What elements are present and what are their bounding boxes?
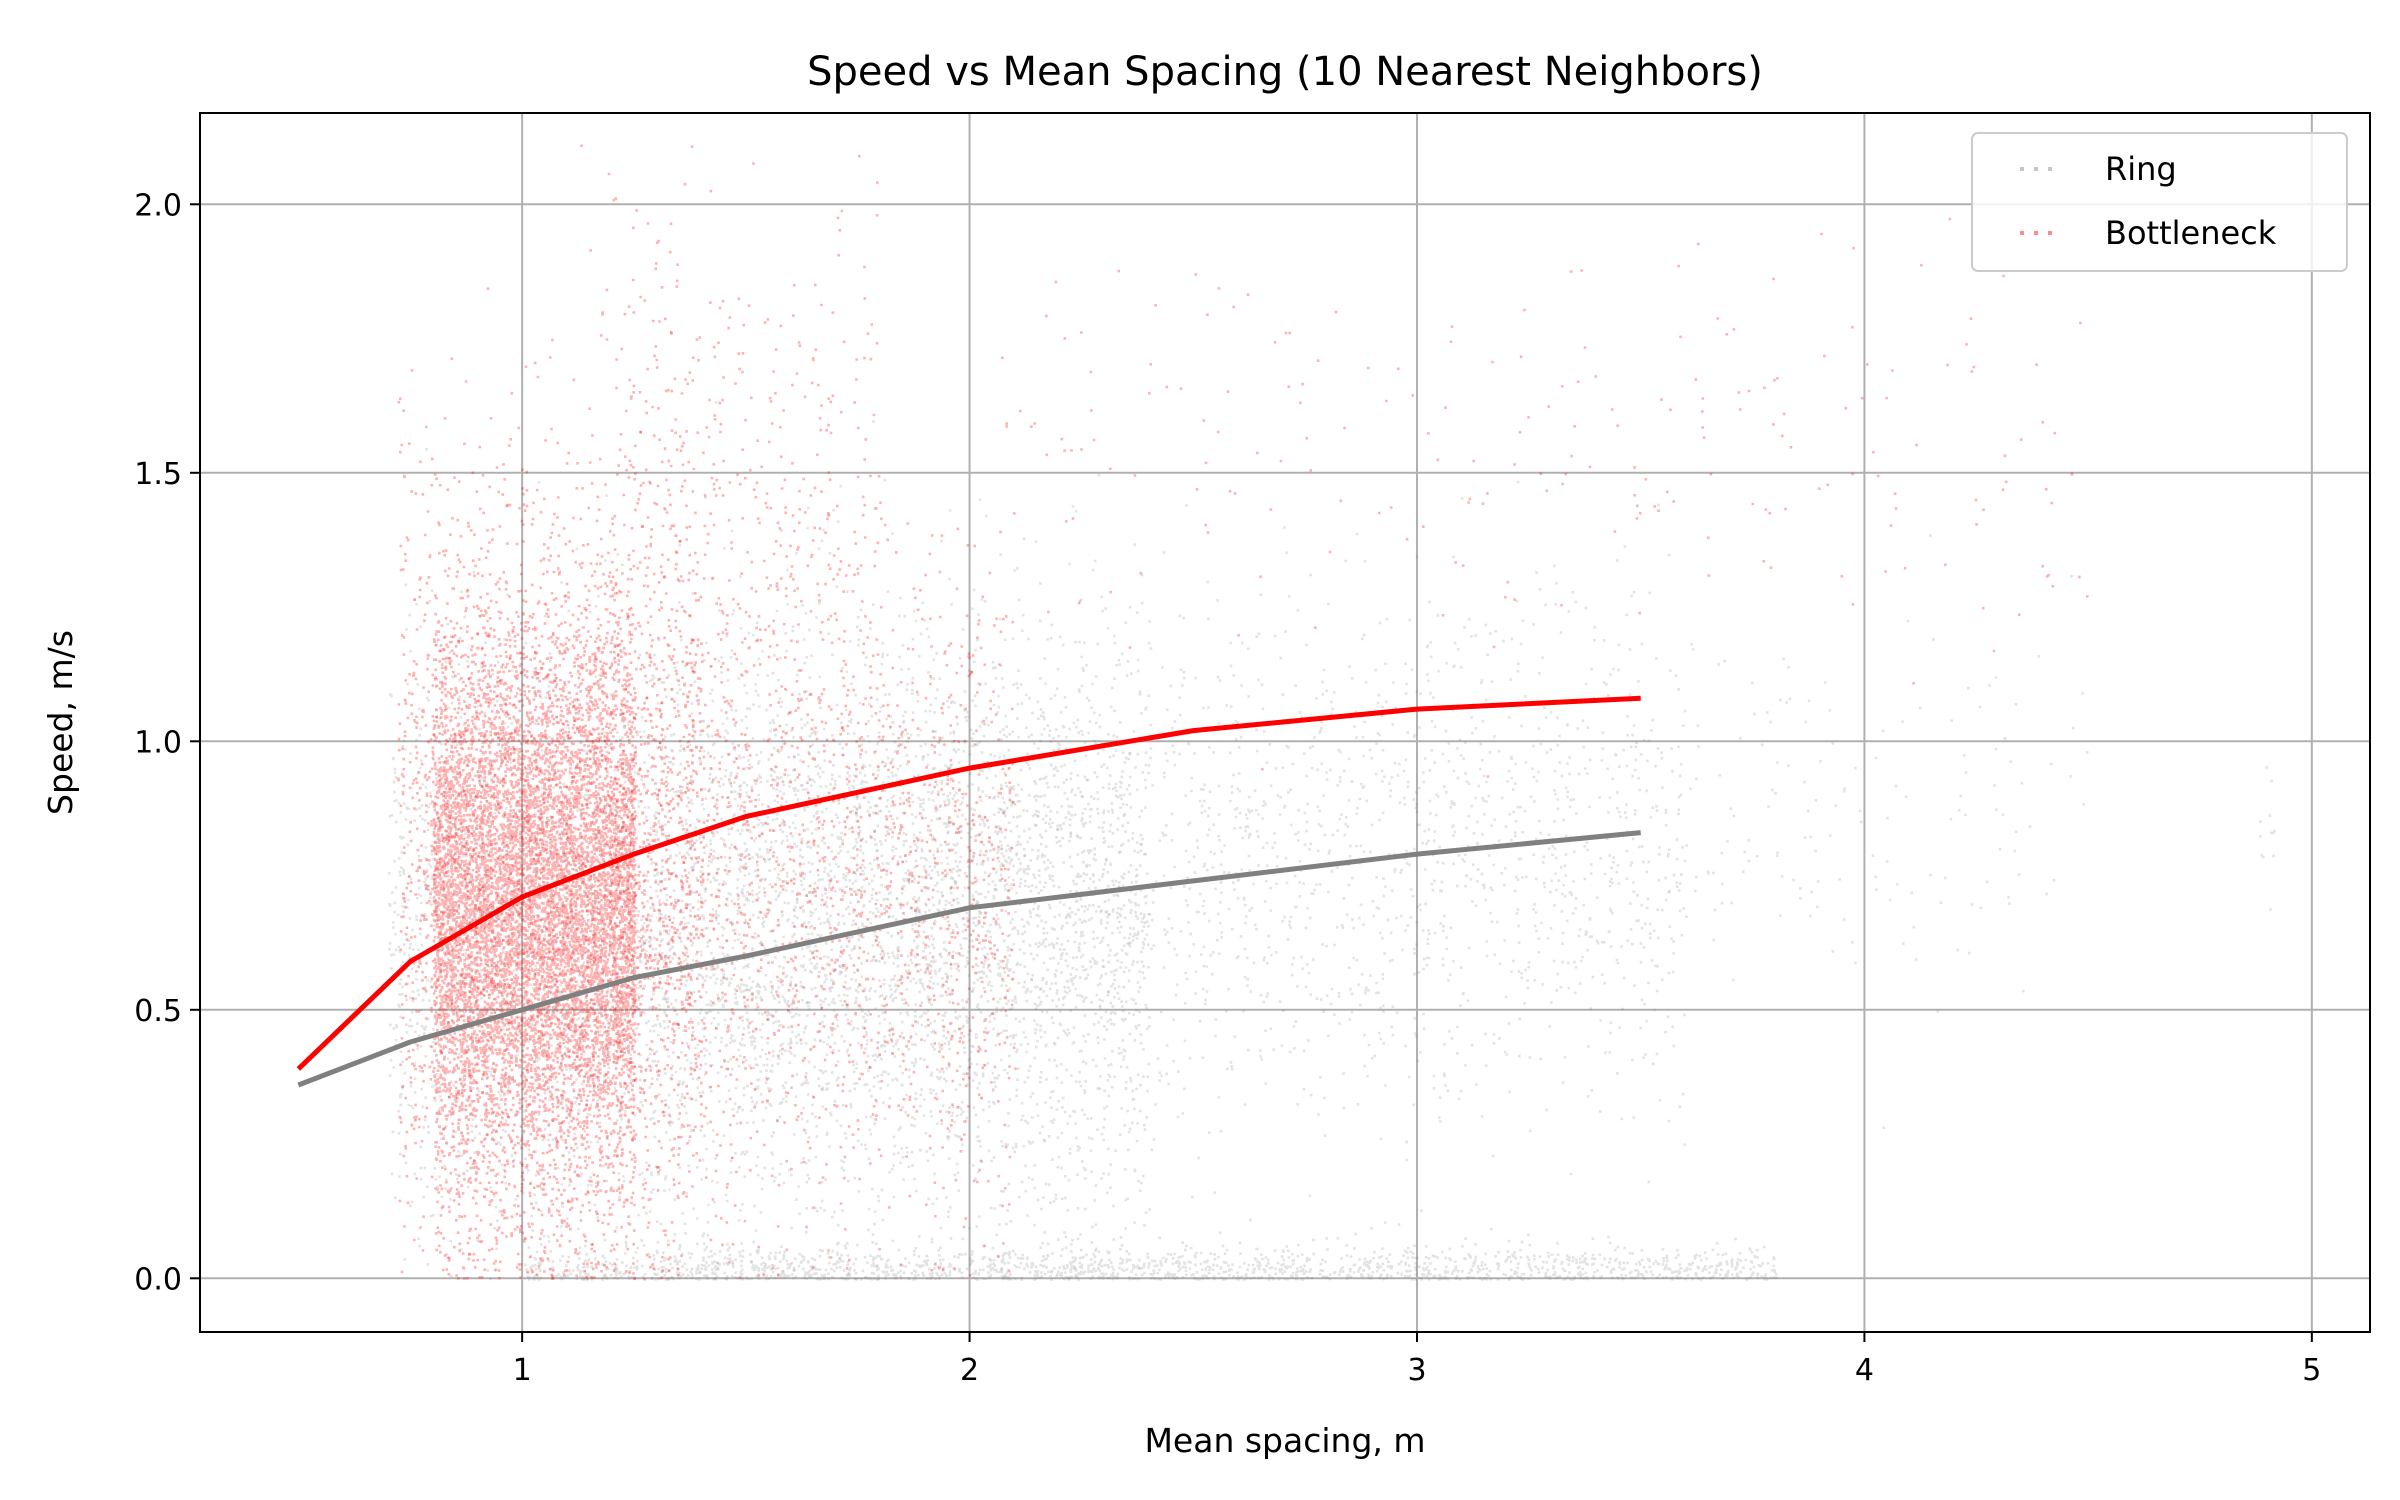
legend-label-bottleneck: Bottleneck <box>2105 214 2277 252</box>
fit-lines <box>296 695 1641 1088</box>
y-tick-label-1: 0.5 <box>134 994 182 1029</box>
legend-label-ring: Ring <box>2105 150 2177 188</box>
x-tick-label-0: 1 <box>513 1353 532 1388</box>
fit-line-bottleneck <box>296 695 1641 1071</box>
legend-marker-0-0 <box>2020 167 2024 171</box>
y-tick-label-3: 1.5 <box>134 457 182 492</box>
x-tick-label-1: 2 <box>960 1353 979 1388</box>
legend-marker-1-0 <box>2020 231 2024 235</box>
legend-box <box>1971 132 2348 272</box>
legend-marker-1-2 <box>2048 231 2052 235</box>
scatter-bottleneck-cluster-0 <box>432 375 637 1281</box>
plot-frame <box>199 112 2371 1333</box>
y-tick-label-4: 2.0 <box>134 188 182 223</box>
legend-marker-0-2 <box>2048 167 2052 171</box>
chart-title: Speed vs Mean Spacing (10 Nearest Neighb… <box>807 49 1763 95</box>
scatter-ring-cluster-2 <box>1640 534 2089 1130</box>
y-tick-label-2: 1.0 <box>134 725 182 760</box>
y-axis-label: Speed, m/s <box>41 630 80 815</box>
x-axis-label: Mean spacing, m <box>1144 1421 1425 1460</box>
scatter-points <box>388 144 2276 1281</box>
legend-marker-0-1 <box>2034 167 2038 171</box>
legend: Ring Bottleneck <box>1971 132 2348 272</box>
legend-markers <box>2020 167 2052 235</box>
scatter-ring-cluster-4 <box>524 1227 1778 1281</box>
x-tick-label-4: 5 <box>2302 1353 2321 1388</box>
axis-ticks: 1 2 3 4 5 0.0 0.5 1.0 1.5 2.0 <box>134 188 2321 1388</box>
x-tick-label-2: 3 <box>1407 1353 1426 1388</box>
fit-line-ring <box>297 830 1641 1088</box>
y-tick-label-0: 0.0 <box>134 1262 182 1297</box>
x-tick-label-3: 4 <box>1855 1353 1874 1388</box>
scatter-ring-cluster-0 <box>388 401 1151 1281</box>
legend-marker-1-1 <box>2034 231 2038 235</box>
